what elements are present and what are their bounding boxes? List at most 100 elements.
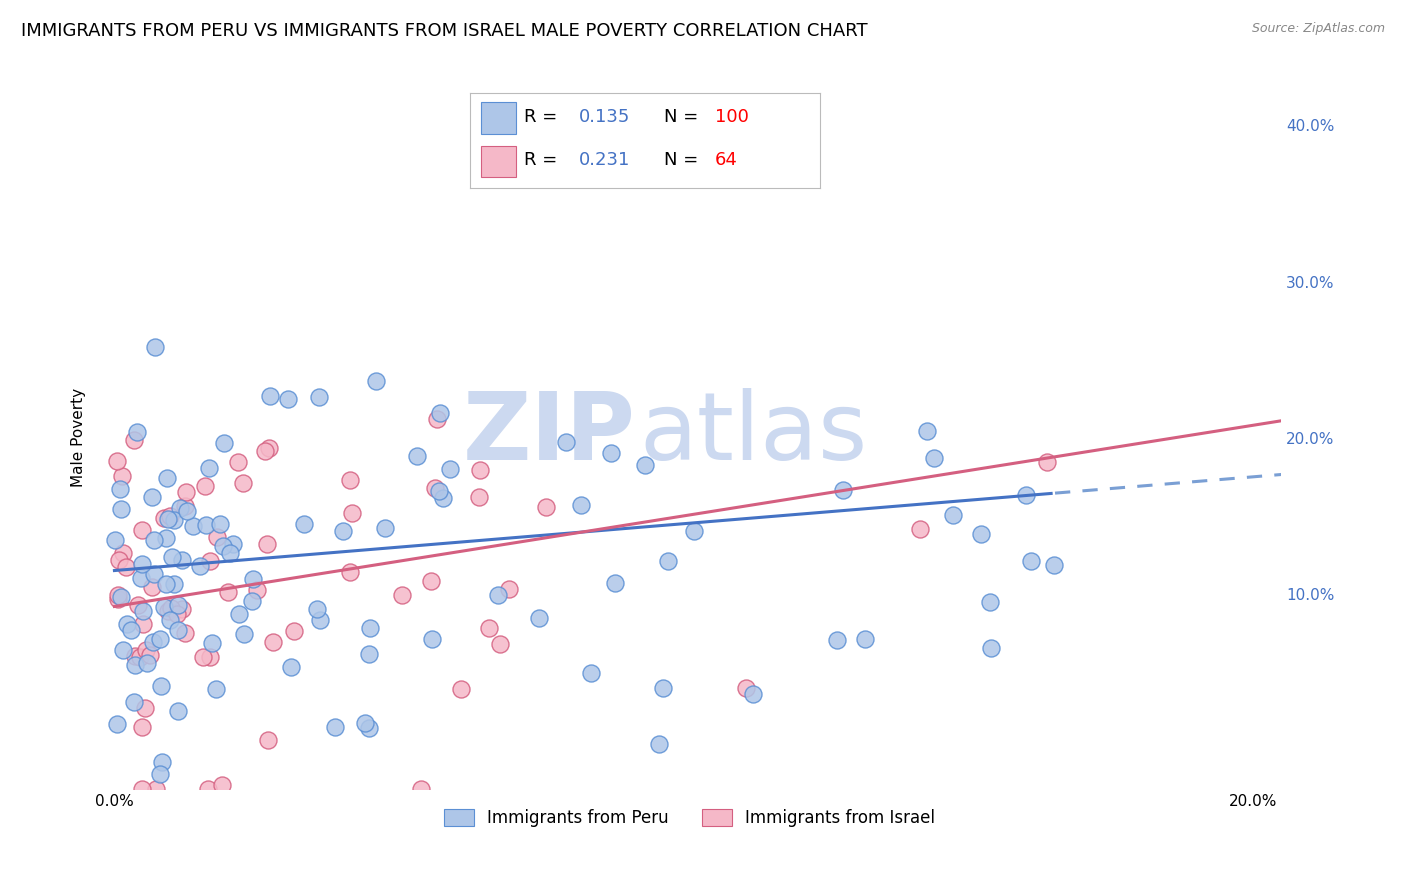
Point [110, 468, 132, 483]
Point [166, 705, 188, 719]
Point [277, 392, 299, 406]
Point [242, 594, 264, 608]
Point [145, 782, 167, 797]
Point [172, 553, 194, 567]
Point [200, 636, 222, 650]
Point [152, 599, 174, 614]
Point [141, 581, 163, 595]
Point [176, 504, 198, 518]
Point [364, 375, 387, 389]
Point [131, 524, 153, 538]
Point [226, 455, 249, 469]
Point [127, 598, 149, 612]
Point [159, 601, 181, 615]
Point [853, 632, 876, 646]
Point [111, 642, 134, 657]
Legend: Immigrants from Peru, Immigrants from Israel: Immigrants from Peru, Immigrants from Is… [437, 802, 942, 834]
Point [534, 500, 557, 514]
Point [132, 605, 155, 619]
Point [411, 782, 433, 797]
Point [198, 649, 221, 664]
Point [152, 511, 174, 525]
Point [222, 537, 245, 551]
Point [131, 557, 153, 571]
Point [308, 613, 330, 627]
Point [193, 479, 215, 493]
Point [357, 722, 380, 736]
Point [450, 682, 472, 697]
Point [205, 681, 228, 696]
Point [174, 485, 197, 500]
Point [391, 588, 413, 602]
Point [467, 490, 489, 504]
Point [1014, 488, 1036, 502]
Point [486, 588, 509, 602]
Point [115, 616, 138, 631]
Point [145, 340, 167, 354]
Point [167, 623, 190, 637]
Point [292, 516, 315, 531]
Point [110, 482, 132, 496]
Point [142, 635, 165, 649]
Point [420, 574, 443, 589]
Point [194, 518, 217, 533]
Point [135, 656, 157, 670]
Point [253, 444, 276, 458]
Point [339, 566, 361, 580]
Point [129, 571, 152, 585]
Point [741, 687, 763, 701]
Point [135, 642, 157, 657]
Point [159, 508, 181, 523]
Point [156, 604, 179, 618]
Text: atlas: atlas [640, 388, 868, 480]
Point [174, 625, 197, 640]
Point [218, 546, 240, 560]
Point [1043, 558, 1066, 572]
Point [980, 641, 1002, 656]
Point [191, 650, 214, 665]
Point [120, 623, 142, 637]
Point [915, 424, 938, 438]
Point [128, 649, 150, 664]
Point [174, 499, 197, 513]
Point [647, 738, 669, 752]
Point [429, 406, 451, 420]
Point [149, 767, 172, 781]
Point [257, 441, 280, 455]
Point [105, 717, 128, 731]
Point [131, 617, 153, 632]
Point [115, 559, 138, 574]
Point [529, 611, 551, 625]
Point [498, 582, 520, 596]
Point [124, 649, 146, 664]
Point [579, 665, 602, 680]
Point [325, 720, 347, 734]
Point [150, 679, 173, 693]
Point [422, 632, 444, 647]
Point [131, 720, 153, 734]
Text: ZIP: ZIP [463, 388, 636, 480]
Point [970, 526, 993, 541]
Point [657, 553, 679, 567]
Point [228, 607, 250, 621]
Point [111, 546, 134, 560]
Point [1019, 554, 1042, 568]
Point [131, 782, 153, 797]
Point [652, 681, 675, 696]
Point [125, 425, 148, 439]
Point [359, 621, 381, 635]
Point [169, 500, 191, 515]
Point [910, 521, 932, 535]
Point [198, 460, 221, 475]
Point [922, 450, 945, 465]
Point [212, 435, 235, 450]
Point [141, 490, 163, 504]
Point [342, 506, 364, 520]
Point [488, 637, 510, 651]
Text: IMMIGRANTS FROM PERU VS IMMIGRANTS FROM ISRAEL MALE POVERTY CORRELATION CHART: IMMIGRANTS FROM PERU VS IMMIGRANTS FROM … [21, 22, 868, 40]
Point [439, 461, 461, 475]
Point [555, 435, 578, 450]
Point [212, 539, 235, 553]
Point [406, 449, 429, 463]
Point [569, 498, 592, 512]
